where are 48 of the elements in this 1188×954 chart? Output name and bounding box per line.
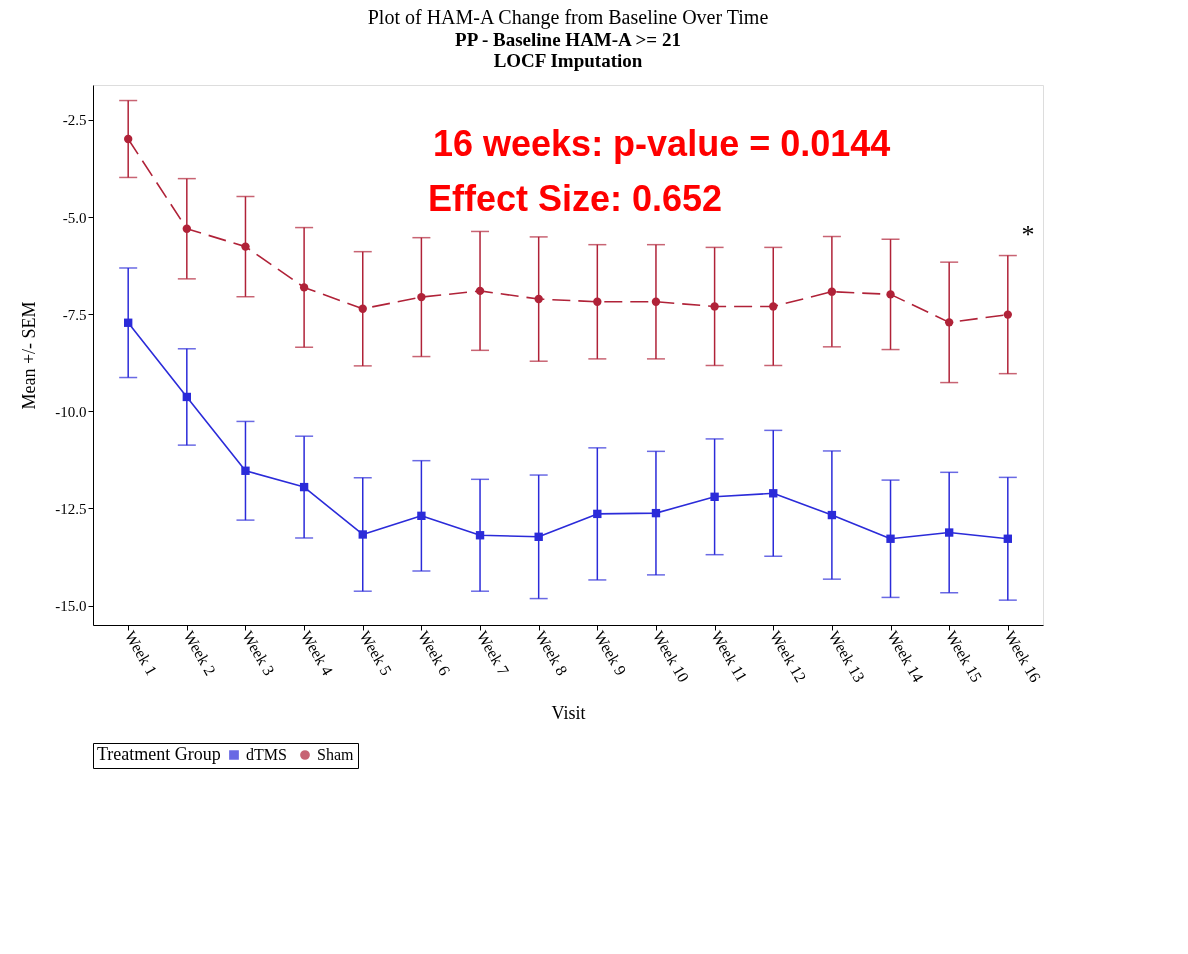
legend-title: Treatment Group — [97, 744, 221, 764]
point — [827, 510, 837, 520]
point — [358, 304, 367, 313]
point — [651, 297, 661, 306]
point — [417, 292, 426, 302]
y-tick-label: -2.5 — [62, 112, 87, 129]
point — [944, 318, 954, 327]
point — [475, 286, 485, 296]
chart-subtitle: PP - Baseline HAM-A >= 21 LOCF Imputation — [455, 29, 681, 71]
point — [417, 511, 426, 521]
point — [827, 287, 837, 296]
point — [593, 509, 602, 519]
point — [1003, 310, 1012, 319]
y-tick-label: -5.0 — [62, 209, 87, 226]
x-axis-title: Visit — [551, 703, 586, 724]
point — [182, 392, 192, 402]
point — [241, 466, 250, 475]
chart-title: Plot of HAM-A Change from Baseline Over Time — [367, 6, 769, 29]
point — [299, 283, 309, 292]
point — [124, 318, 133, 327]
annotation: Effect Size: 0.652 — [428, 178, 723, 219]
point — [534, 532, 543, 541]
point — [593, 297, 602, 306]
y-tick-label: -7.5 — [62, 306, 87, 323]
point — [182, 224, 192, 233]
point — [710, 492, 719, 501]
point — [886, 534, 895, 543]
annotation: 16 weeks: p-value = 0.0144 — [433, 123, 891, 164]
point — [769, 489, 778, 498]
point — [299, 482, 309, 492]
point — [534, 294, 543, 304]
point — [475, 531, 485, 540]
point — [1003, 534, 1012, 543]
legend-label: Sham — [317, 746, 354, 763]
y-axis-title: Mean +/- SEM — [19, 301, 40, 410]
point — [710, 302, 719, 311]
y-tick-label: -12.5 — [55, 500, 87, 517]
point — [241, 242, 250, 251]
point — [769, 302, 778, 311]
point — [944, 528, 954, 537]
annotation: * — [1021, 220, 1035, 249]
y-tick-label: -15.0 — [55, 598, 87, 615]
point — [358, 530, 367, 539]
y-tick-label: -10.0 — [55, 403, 87, 420]
point — [886, 290, 895, 299]
point — [124, 134, 133, 144]
point — [651, 508, 661, 518]
legend-label: dTMS — [246, 746, 287, 763]
